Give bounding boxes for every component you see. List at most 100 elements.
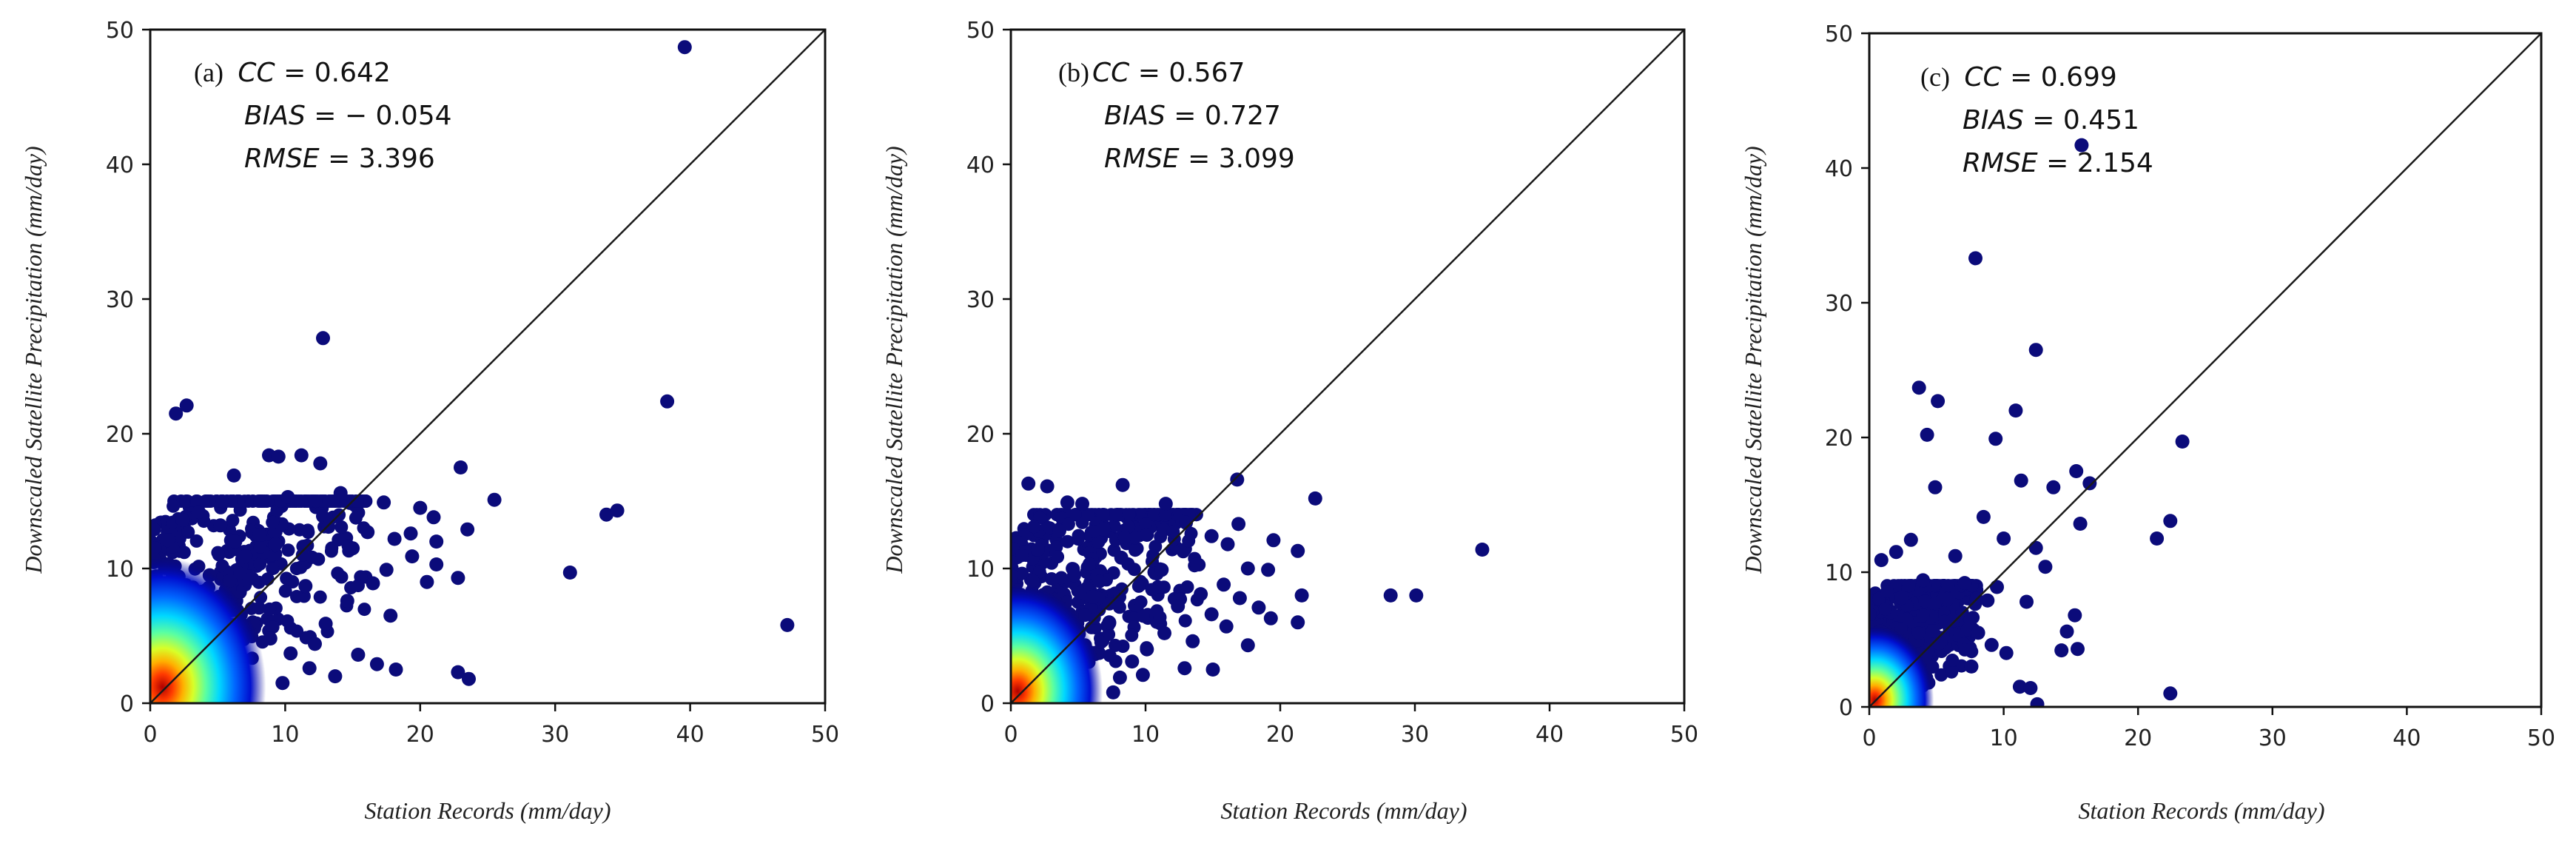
panel-a-density-point: [300, 523, 315, 537]
panel-b-y-tick-label: 50: [966, 18, 995, 44]
panel-c-data-point: [1964, 659, 1979, 674]
panel-b-density-point: [1107, 519, 1121, 533]
panel-b-density-point: [1055, 571, 1069, 585]
panel-c-data-point: [1894, 591, 1909, 606]
panel-c-frame: [1868, 32, 2543, 708]
panel-a-data-point: [610, 503, 625, 518]
panel-a-density-point: [252, 601, 266, 615]
panel-c-data-point: [1911, 380, 1926, 395]
panel-b-data-point: [1217, 577, 1231, 592]
panel-a-y-tick-label: 20: [106, 422, 134, 448]
panel-b-data-point: [1052, 523, 1066, 538]
panel-b-data-point: [1240, 638, 1255, 653]
panel-b-data-point: [1308, 491, 1322, 506]
panel-a-y-tick-label: 10: [106, 557, 134, 583]
panel-a-data-point: [462, 671, 476, 686]
panel-b-density-point: [1112, 600, 1126, 614]
panel-b-data-point: [1179, 515, 1194, 530]
panel-c-stat-rmse-value: 2.154: [2077, 148, 2153, 178]
panel-c-one-to-one-line: [1869, 33, 2542, 708]
panel-b-density-point: [1117, 531, 1131, 545]
panel-a-label: (a): [194, 58, 223, 87]
panel-a-density-point: [278, 584, 292, 598]
panel-a-data-point: [454, 460, 468, 474]
panel-b-density-point: [1129, 543, 1142, 557]
panel-c-data-point: [2068, 608, 2082, 623]
panel-a-stat-bias-value: − 0.054: [345, 101, 452, 131]
panel-c-y-tick-label: 10: [1825, 560, 1853, 586]
panel-b-data-point: [1112, 670, 1127, 685]
panel-c-y-tick-label: 30: [1825, 291, 1853, 317]
panel-b-density-point: [1103, 648, 1117, 663]
panel-a-data-point: [562, 566, 577, 580]
panel-a-density-point: [263, 602, 277, 616]
panel-c-data-point: [2163, 514, 2178, 529]
panel-a-y-tick-label: 40: [106, 152, 134, 178]
panel-a-data-point: [161, 533, 175, 548]
panel-b-data-point: [1231, 517, 1246, 531]
panel-a-x-tick-label: 20: [406, 722, 434, 748]
panel-c-density-point: [1869, 608, 1877, 621]
panel-a-data-point: [263, 631, 278, 646]
panel-a-data-point: [340, 594, 354, 608]
panel-b-density-point: [1060, 534, 1075, 549]
panel-b-data-point: [1475, 543, 1490, 557]
panel-b-y-tick-label: 10: [966, 557, 995, 583]
panel-c-x-tick-label: 30: [2259, 725, 2287, 751]
panel-c-data-point: [2150, 531, 2165, 546]
panel-a-density-point: [351, 494, 364, 508]
panel-b-data-point: [1294, 588, 1309, 603]
panel-b-data-point: [1266, 533, 1281, 548]
panel-b-data-point: [1106, 685, 1120, 700]
panel-b-density-point: [1089, 621, 1103, 635]
panel-b-density-point: [1180, 580, 1194, 594]
panel-a-data-point: [321, 520, 336, 534]
panel-b: Downscaled Satellite Precipitation (mm/d…: [881, 18, 1698, 824]
panel-a-data-point: [294, 448, 309, 463]
panel-a-density-point: [331, 566, 345, 580]
panel-a-density-point: [352, 579, 365, 593]
panel-b-density-point: [1145, 583, 1159, 597]
panel-c-data-point: [1874, 553, 1889, 568]
panel-a-data-point: [283, 646, 298, 661]
panel-b-density-point: [1045, 572, 1058, 586]
panel-b-density-point: [1128, 531, 1142, 545]
panel-a-density-point: [179, 494, 193, 508]
panel-c-data-point: [2008, 403, 2023, 418]
panel-b-one-to-one-line: [1010, 29, 1685, 704]
panel-c-stat-bias-value: 0.451: [2063, 105, 2139, 135]
panel-b-density-point: [1182, 534, 1196, 548]
panel-c-data-point: [1946, 614, 1960, 628]
panel-b-data-point: [1177, 661, 1192, 676]
panel-b-x-tick-label: 20: [1266, 722, 1294, 748]
panel-c-y-tick-label: 50: [1825, 21, 1853, 47]
panel-a-density-point: [189, 534, 204, 548]
panel-b-data-point: [1154, 563, 1169, 577]
panel-b-density-point: [1113, 590, 1126, 604]
panel-b-data-point: [1263, 611, 1278, 625]
panel-a-stat-cc-value: 0.642: [315, 58, 391, 88]
panel-b-density-point: [1078, 608, 1092, 623]
panel-a-data-point: [389, 663, 403, 677]
panel-b-density-point: [1015, 549, 1029, 563]
panel-a-y-tick-label: 0: [120, 691, 134, 717]
panel-c-stat-cc-value: 0.699: [2041, 62, 2117, 93]
panel-b-density-point: [1092, 535, 1106, 549]
panel-b-density-point: [1051, 550, 1065, 564]
panel-a-data-point: [451, 571, 465, 586]
panel-c-data-point: [2069, 464, 2084, 478]
panel-c-density-point: [1946, 654, 1960, 667]
panel-c-density-point: [1916, 608, 1930, 623]
panel-c-data-point: [2074, 138, 2089, 152]
panel-c-data-point: [1984, 637, 1999, 652]
panel-a-density-point: [316, 509, 329, 523]
panel-c-density-point: [1963, 612, 1977, 626]
panel-b-y-tick-label: 30: [966, 287, 995, 313]
panel-c-data-point: [1999, 645, 2014, 660]
panel-b-stat-cc-eq: =: [1129, 58, 1168, 88]
panel-a-data-point: [383, 608, 398, 623]
panel-a-density-point: [309, 494, 323, 508]
panel-b-data-point: [1135, 668, 1150, 682]
panel-a-data-point: [313, 456, 328, 471]
panel-b-data-point: [1204, 607, 1219, 622]
